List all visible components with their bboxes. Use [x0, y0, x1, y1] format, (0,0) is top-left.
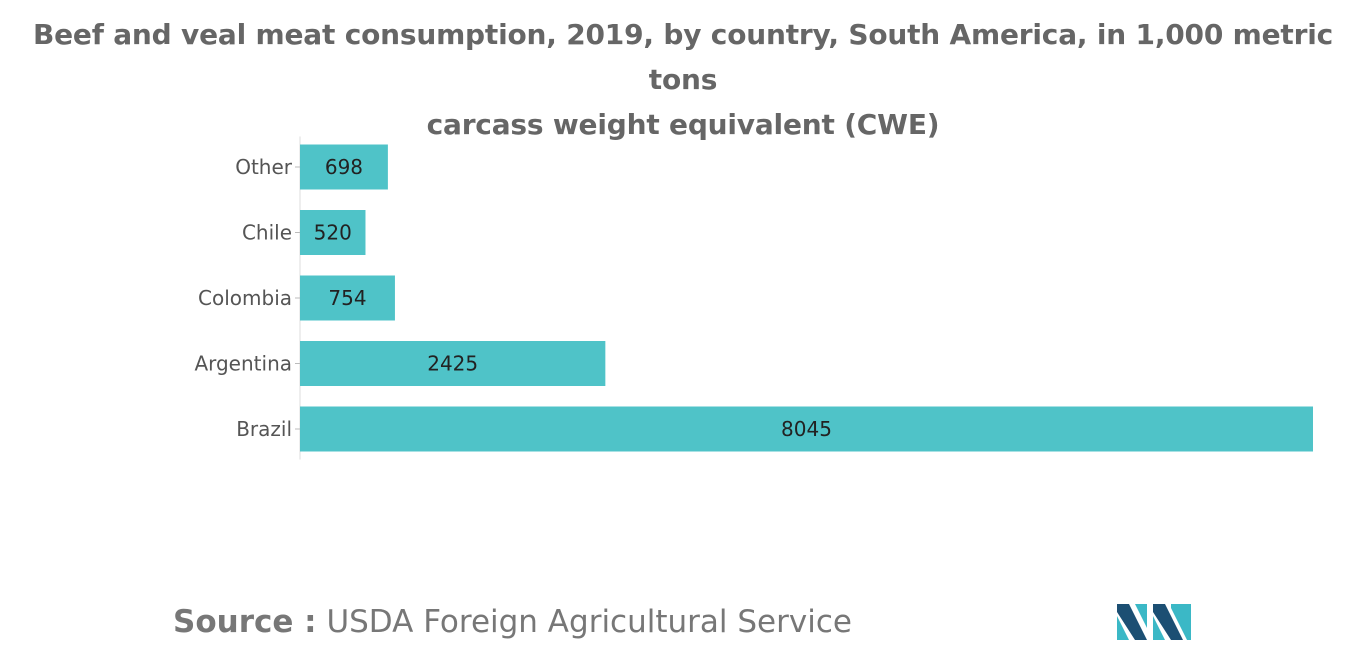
- y-tick-label-colombia: Colombia: [198, 286, 292, 310]
- data-label-brazil: 8045: [781, 417, 832, 441]
- data-label-chile: 520: [314, 221, 352, 245]
- y-tick-label-chile: Chile: [242, 221, 292, 245]
- chart-title: Beef and veal meat consumption, 2019, by…: [0, 12, 1366, 147]
- bar-other: [300, 144, 388, 190]
- data-label-colombia: 754: [328, 286, 366, 310]
- chart-title-line-1: Beef and veal meat consumption, 2019, by…: [32, 18, 1334, 96]
- mordor-intelligence-logo-icon: [1117, 604, 1191, 640]
- source-text: USDA Foreign Agricultural Service: [326, 604, 852, 640]
- data-label-argentina: 2425: [427, 352, 478, 376]
- bar-brazil: [300, 406, 1313, 452]
- data-label-other: 698: [325, 155, 363, 179]
- bar-chart: Other 698 Chile 520 Colombia 754 Argentina 2425…: [194, 136, 1313, 460]
- chart-title-line-2: carcass weight equivalent (CWE): [426, 108, 940, 141]
- y-tick-label-brazil: Brazil: [236, 417, 292, 441]
- bar-argentina: [300, 341, 606, 386]
- y-tick-label-other: Other: [235, 155, 293, 179]
- bar-chile: [300, 210, 366, 255]
- source-label: Source :: [173, 604, 317, 640]
- bar-colombia: [300, 275, 395, 321]
- y-tick-label-argentina: Argentina: [194, 352, 292, 376]
- source-note: Source : USDA Foreign Agricultural Servi…: [173, 604, 852, 640]
